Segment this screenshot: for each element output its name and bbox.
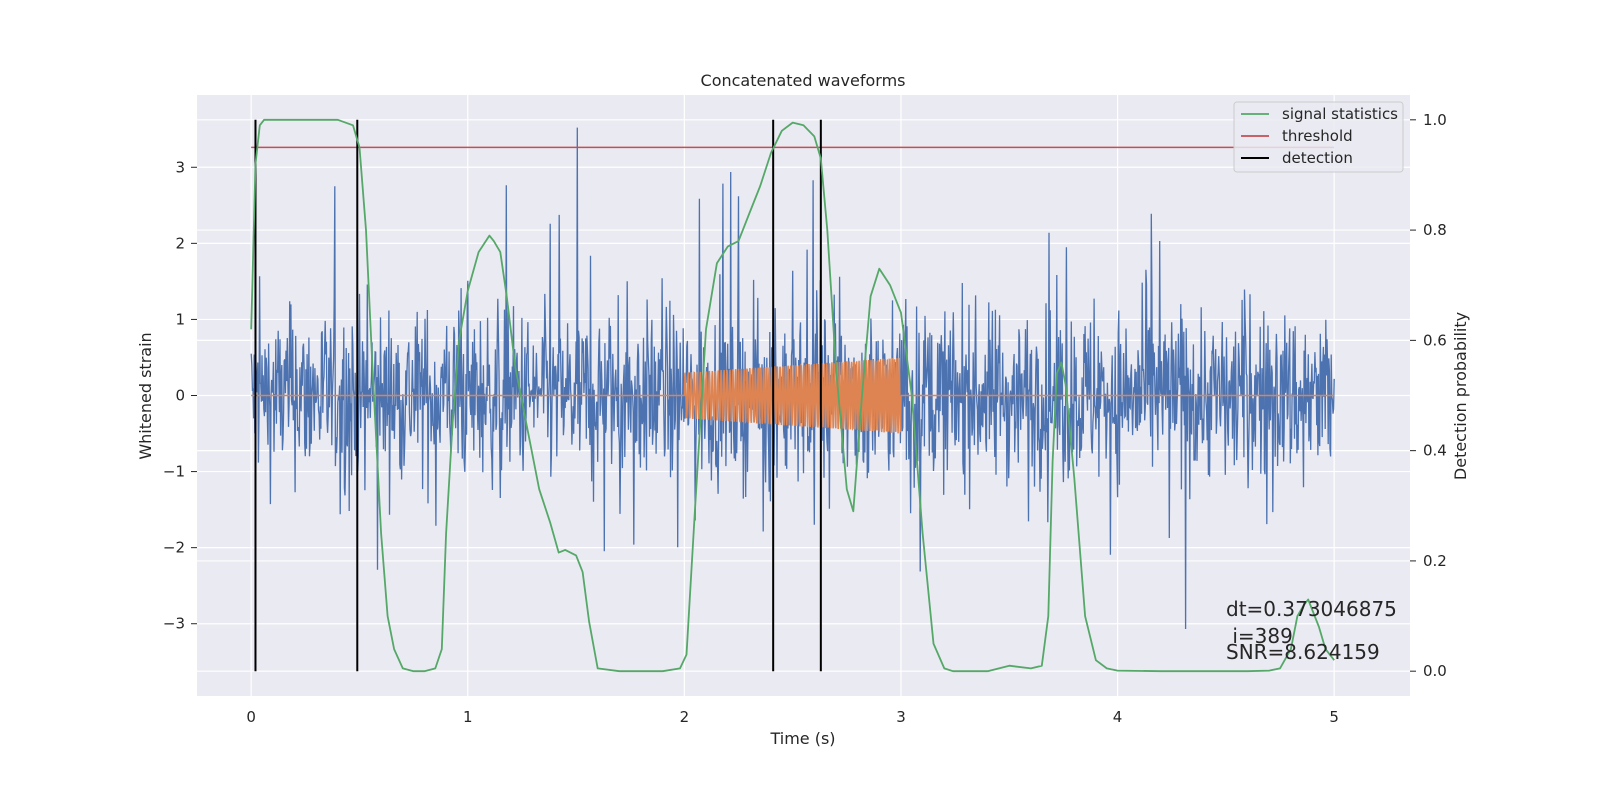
- x-tick-label: 3: [896, 708, 906, 726]
- legend: signal statistics threshold detection: [1233, 101, 1404, 173]
- y-axis-label: Whitened strain: [136, 332, 155, 459]
- y-tick-label: −2: [163, 539, 185, 557]
- x-tick-label: 1: [463, 708, 473, 726]
- y2-axis-label: Detection probability: [1451, 312, 1470, 480]
- y2-tick-label: 0.2: [1423, 552, 1447, 570]
- y2-tick-label: 0.0: [1423, 662, 1447, 680]
- axes: 0 1 2 3 4 5 −3 −2 −1 0 1 2 3 0.0 0.2 0.4 0.6 0.8 1.0: [163, 111, 1447, 726]
- y-tick-label: −3: [163, 615, 185, 633]
- legend-label-detection: detection: [1282, 149, 1353, 167]
- x-tick-label: 2: [680, 708, 690, 726]
- signal-statistics-line: [250, 118, 1335, 673]
- annotation-i: i=389: [1226, 624, 1293, 648]
- y2-tick-label: 0.8: [1423, 221, 1447, 239]
- injected-signal-series: [251, 357, 1335, 434]
- x-tick-label: 4: [1113, 708, 1123, 726]
- x-axis-label: Time (s): [769, 729, 835, 748]
- legend-label-signal-statistics: signal statistics: [1282, 105, 1398, 123]
- y-tick-label: 0: [175, 387, 185, 405]
- strain-series: [250, 127, 1335, 630]
- y-tick-label: 2: [175, 234, 185, 252]
- legend-box: [1233, 101, 1404, 173]
- detection-lines: [254, 119, 822, 672]
- y-tick-label: −1: [163, 463, 185, 481]
- x-tick-label: 0: [246, 708, 256, 726]
- y2-tick-label: 0.4: [1423, 442, 1447, 460]
- y2-tick-label: 0.6: [1423, 331, 1447, 349]
- y2-tick-label: 1.0: [1423, 111, 1447, 129]
- annotation-dt: dt=0.373046875: [1226, 597, 1397, 621]
- signal-statistics-series: [250, 118, 1335, 673]
- y-tick-label: 3: [175, 158, 185, 176]
- legend-label-threshold: threshold: [1282, 127, 1353, 145]
- y-tick-label: 1: [175, 310, 185, 328]
- annotation-snr: SNR=8.624159: [1226, 640, 1380, 664]
- strain-line: [250, 127, 1335, 630]
- chart-title: Concatenated waveforms: [701, 71, 906, 90]
- x-tick-label: 5: [1329, 708, 1339, 726]
- injected-signal-line: [251, 357, 1335, 434]
